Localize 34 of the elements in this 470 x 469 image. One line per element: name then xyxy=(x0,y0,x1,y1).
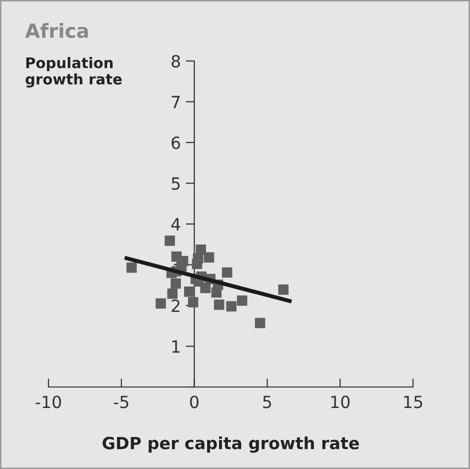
x-tick-label: 15 xyxy=(404,396,422,408)
point xyxy=(278,284,289,295)
y-tick-label: 4 xyxy=(171,218,180,230)
x-tick-label: -5 xyxy=(114,396,128,408)
point xyxy=(192,258,202,270)
x-tick-label: 0 xyxy=(190,396,198,408)
point xyxy=(200,282,211,294)
point xyxy=(204,252,214,263)
point xyxy=(167,288,178,299)
point xyxy=(211,287,222,298)
point xyxy=(184,286,194,297)
point xyxy=(188,297,198,308)
point xyxy=(126,262,137,273)
point xyxy=(254,318,266,328)
x-axis-title: GDP per capita growth rate xyxy=(102,436,359,453)
x-tick-label: 5 xyxy=(263,396,272,408)
y-tick-label: 7 xyxy=(172,96,180,108)
point xyxy=(226,301,236,312)
point xyxy=(222,267,232,278)
point xyxy=(170,278,181,289)
x-tick-label: -10 xyxy=(36,396,62,408)
x-tick-label: 10 xyxy=(331,396,350,408)
y-tick-label: 5 xyxy=(172,177,180,190)
y-tick-label: 8 xyxy=(172,54,180,68)
point xyxy=(164,236,175,246)
y-tick-label: 1 xyxy=(172,340,180,353)
point xyxy=(236,295,248,306)
point xyxy=(176,261,187,272)
point xyxy=(156,298,166,309)
point xyxy=(214,300,224,310)
y-axis-title: Population growth rate xyxy=(26,57,122,88)
y-tick-label: 2 xyxy=(172,299,180,312)
y-tick-label: 6 xyxy=(172,136,180,150)
chart-title: Africa xyxy=(25,23,88,38)
